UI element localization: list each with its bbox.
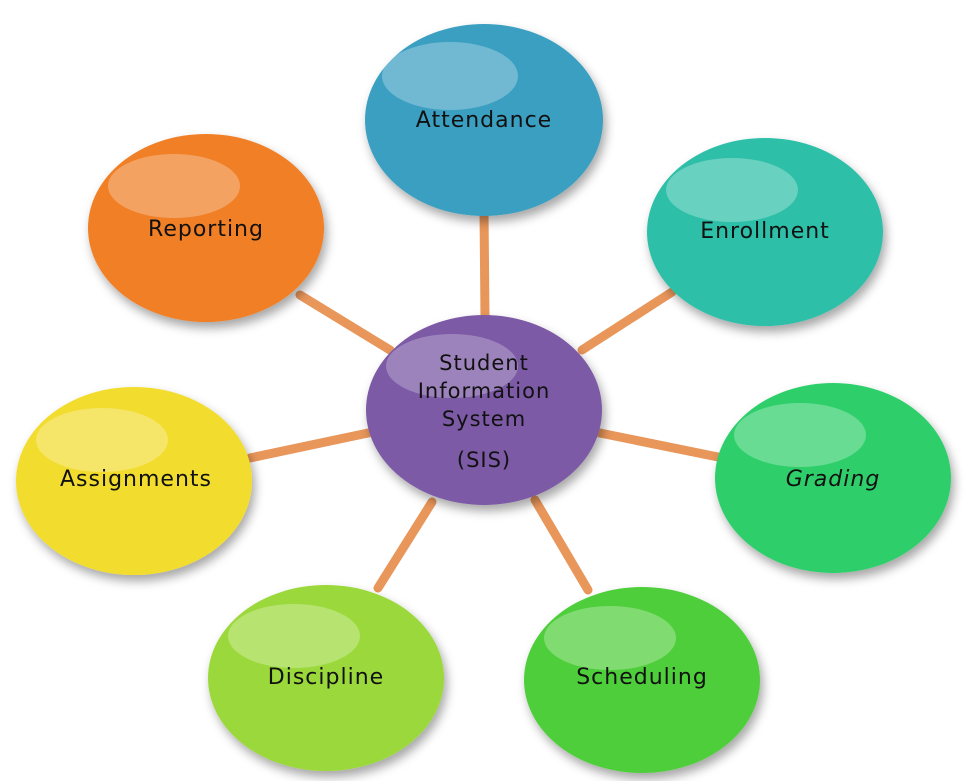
gloss-highlight bbox=[544, 606, 676, 670]
connector-scheduling bbox=[530, 495, 593, 595]
node-assignments: Assignments bbox=[16, 387, 252, 575]
gloss-highlight bbox=[36, 408, 168, 472]
connector-group bbox=[245, 205, 723, 595]
bubble-reporting bbox=[88, 134, 324, 322]
node-reporting: Reporting bbox=[88, 134, 324, 322]
bubble-attendance bbox=[365, 24, 603, 216]
connector-enrollment bbox=[577, 287, 677, 355]
bubble-enrollment bbox=[647, 138, 883, 326]
hub-label-line-3: System bbox=[442, 407, 526, 431]
connector-attendance bbox=[479, 205, 490, 323]
node-label-enrollment: Enrollment bbox=[700, 219, 830, 244]
node-label-assignments: Assignments bbox=[60, 467, 212, 492]
node-label-grading: Grading bbox=[786, 467, 881, 492]
node-discipline: Discipline bbox=[208, 585, 444, 771]
node-attendance: Attendance bbox=[365, 24, 603, 216]
bubble-grading bbox=[715, 383, 951, 573]
bubble-discipline bbox=[208, 585, 444, 771]
node-label-discipline: Discipline bbox=[268, 665, 384, 690]
node-enrollment: Enrollment bbox=[647, 138, 883, 326]
node-scheduling: Scheduling bbox=[524, 587, 760, 773]
bubble-assignments bbox=[16, 387, 252, 575]
gloss-highlight bbox=[666, 158, 798, 222]
hub-bubble bbox=[366, 315, 602, 505]
connector-discipline bbox=[373, 497, 437, 593]
gloss-highlight bbox=[108, 154, 240, 218]
hub-label-line-1: Student bbox=[439, 351, 529, 375]
gloss-highlight bbox=[228, 604, 360, 668]
node-grading: Grading bbox=[715, 383, 951, 573]
node-label-reporting: Reporting bbox=[148, 217, 264, 242]
connector-reporting bbox=[295, 290, 395, 355]
hub-label-line-4: (SIS) bbox=[457, 448, 511, 472]
node-label-attendance: Attendance bbox=[416, 108, 552, 133]
node-label-scheduling: Scheduling bbox=[576, 665, 708, 690]
connector-assignments bbox=[245, 428, 373, 463]
hub-node: Student Information System (SIS) bbox=[366, 315, 602, 505]
bubble-scheduling bbox=[524, 587, 760, 773]
gloss-highlight bbox=[382, 42, 518, 110]
hub-label-line-2: Information bbox=[418, 379, 551, 403]
connector-grading bbox=[595, 428, 723, 462]
gloss-highlight bbox=[734, 403, 866, 467]
gloss-highlight bbox=[386, 334, 518, 398]
